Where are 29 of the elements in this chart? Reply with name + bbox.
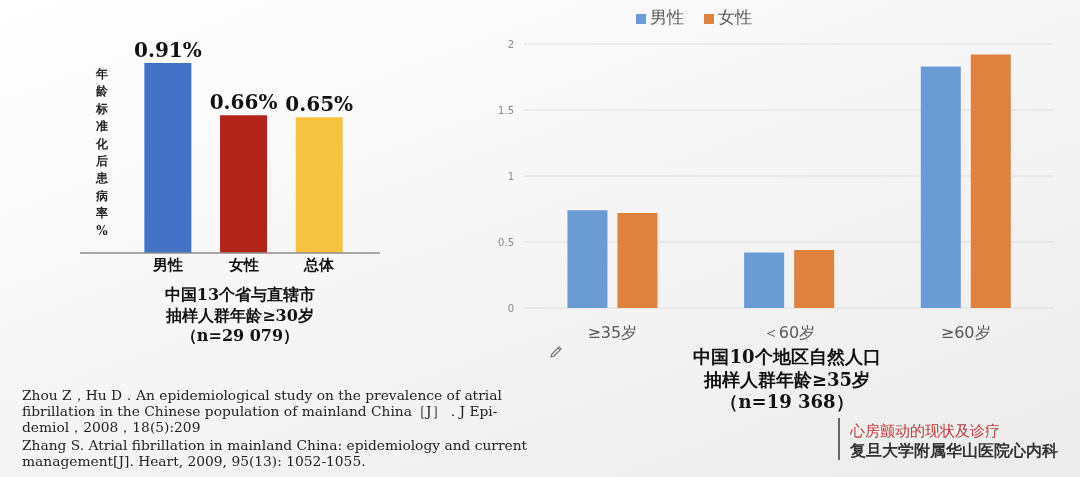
y-tick-label: 1: [507, 170, 514, 182]
bar: [744, 252, 785, 308]
text: 心房颤动的现状及诊疗: [850, 422, 1000, 440]
data-label: 0.91%: [134, 38, 202, 62]
x-tick-label: ≥60岁: [940, 323, 991, 343]
data-label: 0.66%: [209, 90, 278, 115]
x-axis-title: 中国10个地区自然人口抽样人群年龄≥35岁（n=19 368）: [692, 346, 882, 414]
y-tick-label: 0: [507, 302, 514, 314]
text: Zhang S. Atrial fibrillation in mainland China: epidemiology and current management[J]. Heart, 2009, 95(13): 1052-1055.: [22, 437, 528, 469]
text: 年龄标准化后患病率%: [96, 67, 108, 238]
x-tick-label: 女性: [227, 255, 259, 274]
y-tick-label: 1.5: [498, 104, 514, 116]
y-tick-label: 2: [507, 38, 514, 50]
bar: [617, 212, 658, 308]
x-tick-label: ≥35岁: [587, 323, 638, 343]
bar: [920, 66, 961, 308]
x-tick-label: ＜60岁: [762, 323, 816, 343]
x-axis-title: 中国13个省与直辖市抽样人群年龄≥30岁（n=29 079）: [163, 285, 317, 347]
x-tick-label: 总体: [303, 255, 336, 274]
bar: [567, 210, 608, 308]
text: Zhou Z，Hu D．An epidemiological study on the prevalence of atrial fibrillation in the Chinese population of mainland China［J］．J Epi- demiol，2008，18(5):209: [22, 387, 502, 435]
data-label: 0.65%: [285, 92, 354, 117]
bar: [794, 249, 835, 308]
y-tick-label: 0.5: [498, 236, 514, 248]
legend-label: 男性: [650, 7, 684, 27]
text: 复旦大学附属华山医院心内科: [850, 441, 1058, 461]
legend-label: 女性: [718, 7, 752, 27]
x-tick-label: 男性: [151, 255, 183, 274]
bar: [970, 54, 1011, 308]
